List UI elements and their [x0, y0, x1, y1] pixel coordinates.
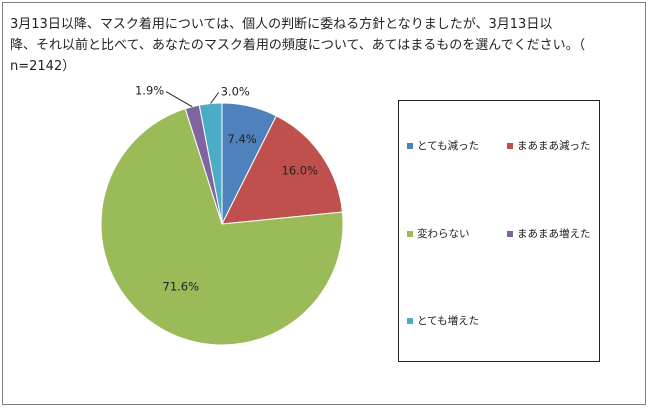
legend-swatch: [507, 142, 513, 149]
legend-label: 変わらない: [417, 228, 470, 240]
legend-label: まあまあ減った: [517, 140, 591, 152]
legend-swatch: [407, 142, 413, 149]
legend-item-kawaranai: 変わらない: [407, 226, 470, 241]
legend: とても減った まあまあ減った 変わらない まあまあ増えた とても増えた: [398, 100, 600, 362]
leader-line: [165, 91, 193, 108]
legend-item-totemo-fueta: とても増えた: [407, 313, 479, 328]
legend-label: とても減った: [417, 140, 480, 152]
legend-item-totemo-hetta: とても減った: [407, 138, 479, 153]
data-label: 1.9%: [135, 84, 164, 98]
data-label: 3.0%: [221, 85, 250, 99]
legend-item-maamaa-fueta: まあまあ増えた: [507, 226, 591, 241]
legend-swatch: [407, 230, 413, 237]
slice-totemo-fueta: [198, 102, 223, 225]
legend-swatch: [407, 317, 413, 324]
legend-label: まあまあ増えた: [517, 228, 591, 240]
data-label: 71.6%: [163, 280, 200, 294]
chart-title: 3月13日以降、マスク着用については、個人の判断に委ねる方針となりましたが、3月…: [10, 17, 586, 74]
data-label: 16.0%: [282, 164, 319, 178]
legend-item-maamaa-hetta: まあまあ減った: [507, 138, 591, 153]
legend-label: とても増えた: [417, 315, 480, 327]
data-label: 7.4%: [227, 132, 256, 146]
slice-maamaa-hetta: [221, 115, 343, 225]
legend-swatch: [507, 230, 513, 237]
slice-kawaranai: [100, 108, 344, 346]
leader-line: [210, 92, 220, 104]
